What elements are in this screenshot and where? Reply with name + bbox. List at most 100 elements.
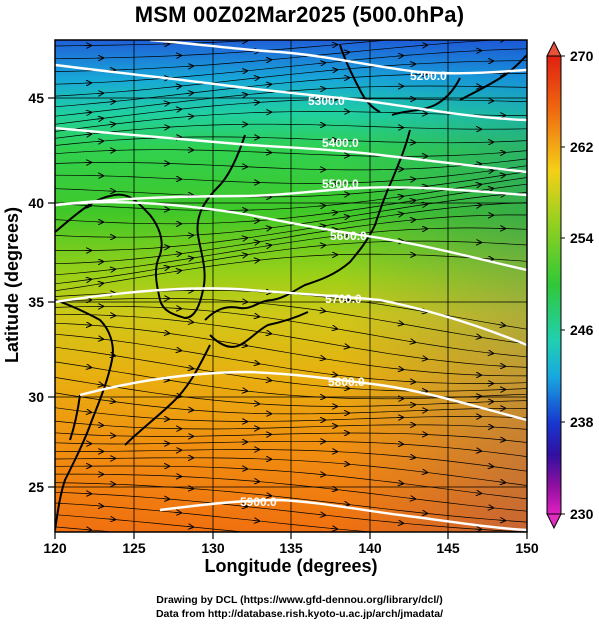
streamline-arrow (474, 493, 481, 494)
streamline (55, 48, 527, 85)
streamline-arrow (396, 369, 403, 370)
streamline-arrow (174, 512, 181, 513)
streamline-arrow (342, 464, 349, 465)
wind-streamlines (55, 23, 527, 545)
streamline (55, 322, 527, 377)
streamline-arrow (318, 245, 325, 246)
streamline-arrow (318, 474, 325, 475)
streamline-arrow (174, 254, 181, 255)
streamline-arrow (420, 45, 427, 46)
y-tick-label: 25 (28, 479, 44, 495)
contour-label-5600: 5600.0 (330, 229, 367, 243)
streamline-arrow (475, 23, 481, 24)
colorbar-tick-label: 230 (570, 506, 594, 522)
streamline (55, 432, 527, 443)
streamline-arrow (396, 323, 403, 324)
streamline-arrow (396, 56, 403, 57)
streamline (55, 165, 527, 184)
streamline-arrow (408, 179, 415, 180)
streamline-arrow (108, 269, 115, 270)
y-tick-label: 40 (28, 195, 44, 211)
streamline-arrow (186, 368, 193, 369)
streamline (55, 253, 527, 292)
x-tick-label: 125 (122, 540, 146, 556)
streamline-arrow (264, 60, 271, 61)
graticule (55, 40, 527, 532)
streamline-arrow (264, 245, 271, 246)
streamline-arrow (240, 95, 247, 96)
streamline-arrow (162, 247, 169, 248)
streamline-arrow (330, 489, 337, 490)
streamline (55, 420, 527, 430)
streamline (55, 149, 527, 157)
streamline-arrow (408, 220, 415, 221)
contour-label-5800: 5800.0 (328, 375, 365, 389)
coastlines (55, 44, 527, 531)
streamline-arrow (252, 520, 259, 521)
streamline-arrow (318, 310, 325, 311)
streamline-arrow (420, 513, 427, 514)
streamline-arrow (241, 544, 247, 545)
streamline-arrow (163, 537, 169, 538)
streamline (55, 297, 527, 345)
colorbar-tick-label: 254 (570, 230, 594, 246)
streamline-arrow (186, 488, 193, 489)
chart-title: MSM 00Z02Mar2025 (500.0hPa) (134, 2, 465, 27)
streamline-arrow (474, 450, 481, 451)
streamline (55, 407, 527, 422)
streamline-arrow (474, 205, 481, 206)
streamline-arrow (174, 350, 181, 351)
streamline-arrow (186, 410, 193, 411)
colorbar-scale (546, 55, 562, 515)
streamline (55, 111, 527, 132)
streamline-arrow (342, 217, 349, 218)
streamline-arrow (84, 530, 91, 531)
streamline-arrow (240, 345, 247, 346)
streamline-arrow (342, 299, 349, 300)
streamline-arrow (174, 109, 181, 110)
streamline-arrow (162, 379, 169, 380)
colorbar-min-arrow (546, 513, 562, 530)
y-axis-label: Latitude (degrees) (2, 207, 22, 363)
contour-label-5900: 5900.0 (240, 495, 277, 509)
streamline (55, 333, 527, 384)
colorbar-max-arrow (546, 40, 562, 57)
streamline-arrow (162, 499, 169, 500)
streamline-arrow (408, 498, 415, 499)
streamline (55, 183, 527, 225)
streamline-arrow (252, 260, 259, 261)
streamline-arrow (84, 279, 91, 280)
streamline-arrow (342, 504, 349, 505)
streamline (55, 98, 527, 125)
credit-data-source: Data from http://database.rish.kyoto-u.a… (155, 608, 444, 620)
streamline-arrow (240, 71, 247, 72)
colorbar-tick-label: 270 (570, 48, 594, 64)
streamline-arrow (96, 141, 103, 142)
contour-label-5200: 5200.0 (410, 69, 447, 83)
streamline (55, 60, 527, 97)
streamline-arrow (264, 333, 271, 334)
streamline-arrow (240, 506, 247, 507)
colorbar: 270 262 254 246 238 230 (546, 40, 594, 530)
streamline-arrow (162, 333, 169, 334)
streamline-arrow (342, 52, 349, 53)
y-tick-label: 45 (28, 90, 44, 106)
streamline-arrow (342, 388, 349, 389)
streamline (55, 240, 527, 285)
streamline (55, 502, 376, 532)
x-tick-label: 120 (43, 540, 67, 556)
height-contours (55, 40, 527, 532)
x-tick-label: 145 (436, 540, 460, 556)
streamline-arrow (330, 328, 337, 329)
streamline (55, 202, 527, 251)
streamline-arrow (96, 506, 103, 507)
streamline-arrow (486, 171, 493, 172)
streamline-arrow (420, 472, 427, 473)
streamline-arrow (108, 124, 115, 125)
streamline-arrow (96, 384, 103, 385)
colorbar-tick-label: 238 (570, 414, 594, 430)
y-tick-labels: 25 30 35 40 45 (28, 90, 44, 495)
streamline-arrow (396, 523, 403, 524)
streamline-arrow (474, 336, 481, 337)
streamline-arrow (96, 118, 103, 119)
